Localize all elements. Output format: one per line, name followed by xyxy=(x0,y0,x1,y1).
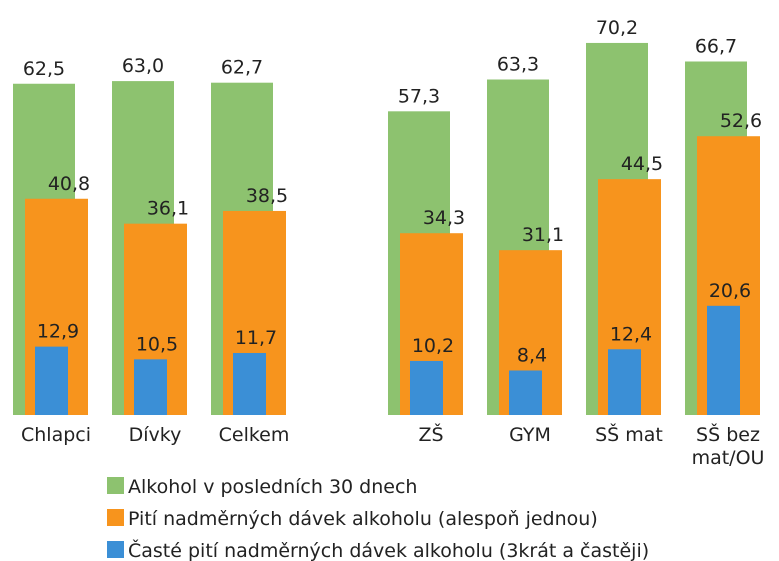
x-tick-label: GYM xyxy=(509,424,551,446)
x-tick-label: ZŠ xyxy=(418,424,444,446)
bar xyxy=(608,349,641,415)
value-label: 36,1 xyxy=(147,198,189,220)
value-label: 62,7 xyxy=(221,57,263,79)
value-label: 62,5 xyxy=(23,58,65,80)
x-tick-label: SŠ mat xyxy=(595,424,663,446)
x-tick-label: Celkem xyxy=(218,424,290,446)
legend-label: Časté pití nadměrných dávek alkoholu (3k… xyxy=(128,538,649,561)
value-label: 11,7 xyxy=(235,327,277,349)
value-label: 57,3 xyxy=(398,85,440,107)
bar xyxy=(509,370,542,415)
value-label: 63,0 xyxy=(122,55,164,77)
value-label: 63,3 xyxy=(497,54,539,76)
value-label: 12,9 xyxy=(37,321,79,343)
bar xyxy=(134,359,167,415)
value-label: 52,6 xyxy=(720,110,762,132)
value-label: 44,5 xyxy=(621,153,663,175)
bar xyxy=(233,352,266,415)
value-label: 70,2 xyxy=(596,17,638,39)
legend-swatch xyxy=(107,477,124,494)
value-label: 8,4 xyxy=(517,344,547,366)
legend-label: Pití nadměrných dávek alkoholu (alespoň … xyxy=(128,508,598,530)
x-tick-label: Chlapci xyxy=(20,424,92,446)
legend-label: Alkohol v posledních 30 dnech xyxy=(128,476,417,498)
value-label: 66,7 xyxy=(695,35,737,57)
bar xyxy=(35,346,68,415)
value-label: 12,4 xyxy=(610,323,652,345)
value-label: 31,1 xyxy=(522,224,564,246)
value-label: 20,6 xyxy=(709,280,751,302)
value-label: 34,3 xyxy=(423,207,465,229)
value-label: 38,5 xyxy=(246,185,288,207)
legend-swatch xyxy=(107,541,124,558)
value-label: 10,2 xyxy=(412,335,454,357)
value-label: 40,8 xyxy=(48,173,90,195)
legend-swatch xyxy=(107,509,124,526)
x-tick-label: SŠ bez mat/OU xyxy=(691,424,765,469)
x-tick-label: Dívky xyxy=(128,424,182,446)
bar xyxy=(410,360,443,415)
value-label: 10,5 xyxy=(136,333,178,355)
bar xyxy=(707,305,740,415)
